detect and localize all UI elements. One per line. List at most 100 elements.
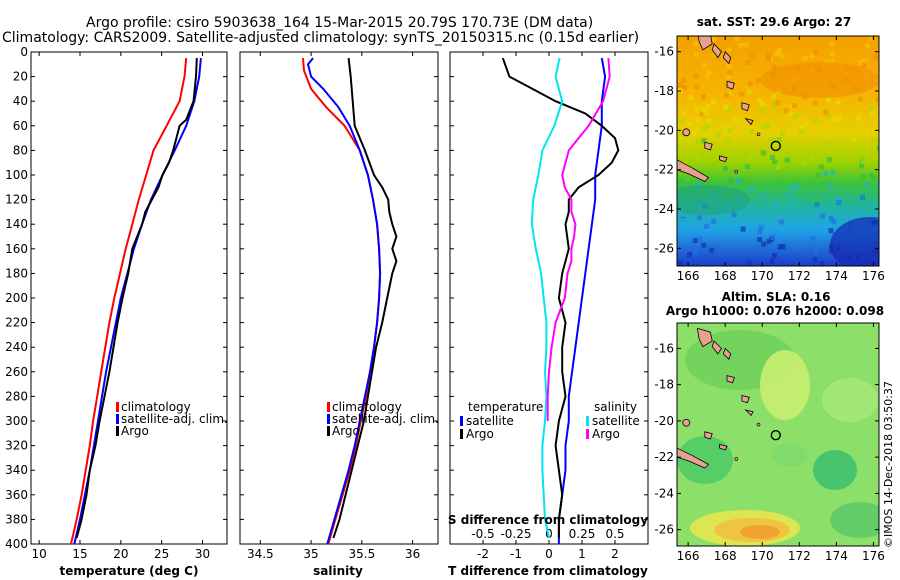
legend-swatch [116,426,119,436]
difference-series [501,57,620,544]
map-x-tick-label: 168 [714,549,737,563]
land-shape [741,394,750,404]
x-tick-label-t: -2 [477,547,489,561]
land-shape [704,431,713,440]
map-y-tick-label: -26 [654,241,674,255]
y-tick-label: 60 [13,119,28,133]
sst-argo-marker [770,140,781,152]
y-tick-label: 40 [13,94,28,108]
y-tick-label: 120 [5,193,28,207]
x-tick-label: 10 [32,547,47,561]
legend-heading: temperature [468,400,543,414]
temperature-depth-axis: 0 20 40 60 80 100 120 140 160 180 200 220 240 260 280 3… [5,45,227,551]
map-y-tick-label: -22 [654,163,674,177]
x-tick-label: 35 [303,547,318,561]
salinity-panel: 34.5 35 35.5 36 salinity climatologysatelli… [239,51,439,578]
y-tick-label: 300 [5,414,28,428]
map-x-tick-label: 176 [862,269,885,283]
salinity-plot-frame [239,51,439,545]
map-x-tick-label: 174 [825,269,848,283]
land-shape [677,447,710,469]
difference-legend: temperature salinitysatelliteArgosatellit… [460,400,640,441]
sst-map-panel: sat. SST: 29.6 Argo: 27 166 168 170 172 174 1… [654,15,885,283]
map-x-tick-label: 174 [825,549,848,563]
map-y-tick-label: -22 [654,450,674,464]
x-tick-label-t: 2 [611,547,619,561]
land-shape [682,128,691,137]
legend-heading: salinity [594,400,637,414]
temperature-panel: 0 20 40 60 80 100 120 140 160 180 200 220 240 260 280 3… [5,45,228,578]
land-shape [719,443,728,451]
series-line-climatology [70,58,188,544]
x-tick-label-s: 0.5 [605,527,624,541]
land-shape [697,36,713,51]
x-tick-label: 35.5 [348,547,375,561]
y-tick-label: 360 [5,488,28,502]
difference-plot-frame [449,51,649,545]
land-shape [682,418,691,427]
legend-swatch [327,402,330,412]
salinity-axes: 34.5 35 35.5 36 [240,51,438,561]
land-shape [756,422,761,427]
map-y-tick-label: -16 [654,45,674,59]
map-x-tick-label: 166 [677,269,700,283]
map-x-tick-label: 172 [788,269,811,283]
series-line-satellite-adj-clim- [306,57,382,544]
land-shape [726,80,735,90]
map-x-tick-label: 170 [751,549,774,563]
y-tick-label: 340 [5,463,28,477]
land-shape [734,169,739,174]
x-tick-label-s: -0.25 [500,527,531,541]
map-x-tick-label: 170 [751,269,774,283]
map-y-tick-label: -26 [654,523,674,537]
land-shape [744,117,754,126]
y-tick-label: 180 [5,266,28,280]
legend-swatch [460,429,463,439]
land-shape [744,409,754,417]
y-tick-label: 100 [5,168,28,182]
salinity-series [302,57,398,544]
map-y-tick-label: -20 [654,123,674,137]
temperature-series [70,58,202,544]
series-line-satellite-adj-clim- [73,58,202,544]
land-shape [696,327,713,348]
legend-swatch [586,416,589,426]
land-shape [704,141,713,151]
map-y-tick-label: -16 [654,341,674,355]
x-tick-label: 34.5 [247,547,274,561]
land-shape [719,155,728,163]
x-tick-label-s: -0.5 [471,527,494,541]
legend-label: satellite [466,414,514,428]
land-shape [722,347,732,361]
land-shape [734,457,739,461]
legend-swatch [460,416,463,426]
land-shape [741,102,750,112]
y-tick-label: 20 [13,70,28,84]
land-shape [726,375,735,384]
x-tick-label-t: -1 [510,547,522,561]
temperature-plot-frame [30,51,228,545]
legend-swatch [116,402,119,412]
series-line-t-satellite [557,57,607,544]
x-tick-label-s: 0.25 [569,527,596,541]
salinity-xlabel: salinity [313,564,363,578]
sla-map-title: Altim. SLA: 0.16 [722,290,831,304]
y-tick-label: 320 [5,439,28,453]
map-y-tick-label: -20 [654,414,674,428]
x-tick-label: 25 [154,547,169,561]
x-tick-label-t: 0 [545,547,553,561]
map-y-tick-label: -18 [654,378,674,392]
sst-field [677,36,879,266]
difference-axes: -2 -1 0 1 2-0.5 -0.25 0 0.25 0.5 [450,51,648,561]
difference-panel: -2 -1 0 1 2-0.5 -0.25 0 0.25 0.5 S difference fr… [448,51,649,578]
series-line-argo [75,58,198,539]
sst-land [677,36,761,182]
sst-map-axes: 166 168 170 172 174 176 -16 -18 -20 -22 -24 -26 [654,36,885,283]
sla-map-axes: 166 168 170 172 174 176 -16 -18 -20 -22 -24 -26 [654,323,885,563]
map-y-tick-label: -18 [654,84,674,98]
difference-xlabel-s: S difference from climatology [448,513,648,527]
map-x-tick-label: 166 [677,549,700,563]
legend-label: Argo [466,427,494,441]
